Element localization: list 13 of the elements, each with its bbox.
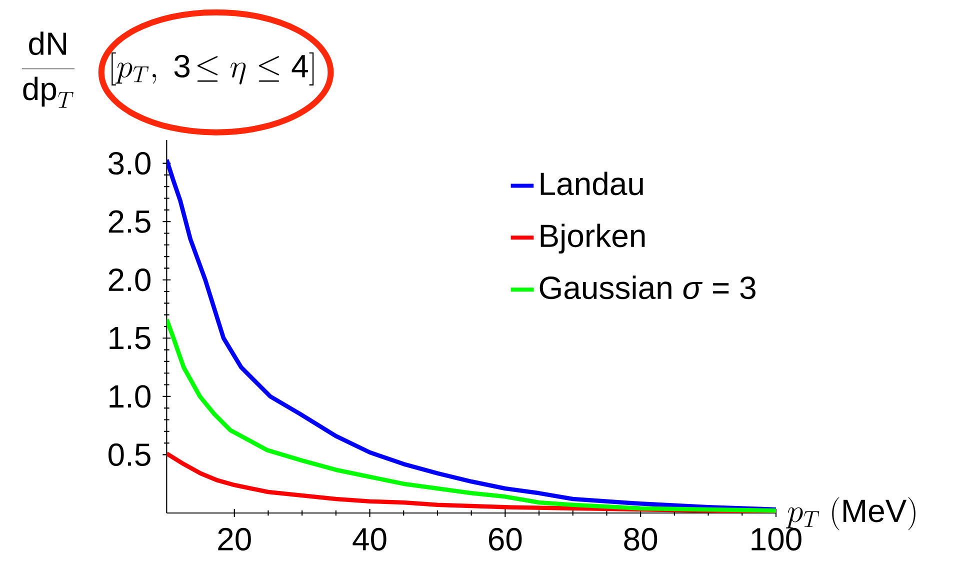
legend-label: Gaussian σ = 3 (540, 276, 756, 300)
x-tick-label: 60 (489, 528, 522, 551)
legend-label: Bjorken (540, 224, 645, 254)
y-tick-label: 1.0 (110, 385, 150, 408)
y-tick-label: 3.0 (108, 152, 150, 175)
y-tick-label: 2.0 (108, 268, 150, 292)
y-tick-label: 2.5 (108, 210, 150, 233)
legend-label: Landau (540, 172, 643, 196)
x-tick-label: 20 (218, 528, 251, 551)
y-tick-label: 0.5 (108, 443, 150, 466)
x-tick-label: 40 (352, 528, 386, 551)
y-tick-label: 1.5 (110, 326, 150, 350)
x-tick-label: 80 (624, 528, 658, 551)
